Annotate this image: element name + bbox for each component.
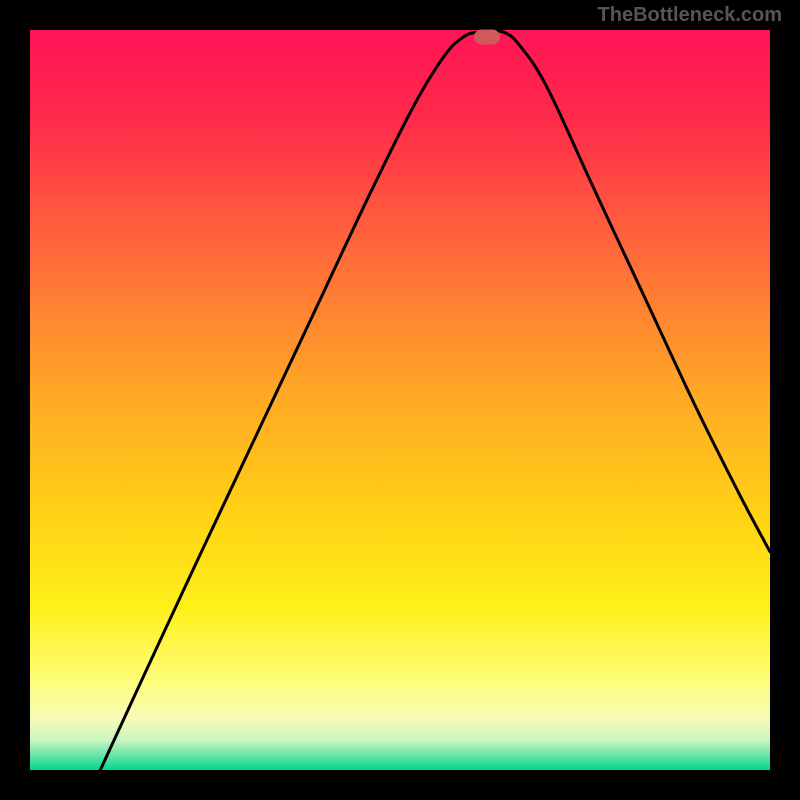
optimal-point-marker [474, 30, 500, 45]
chart-background [30, 30, 770, 770]
chart-svg [30, 30, 770, 770]
bottleneck-chart [30, 30, 770, 770]
watermark-text: TheBottleneck.com [598, 4, 782, 27]
